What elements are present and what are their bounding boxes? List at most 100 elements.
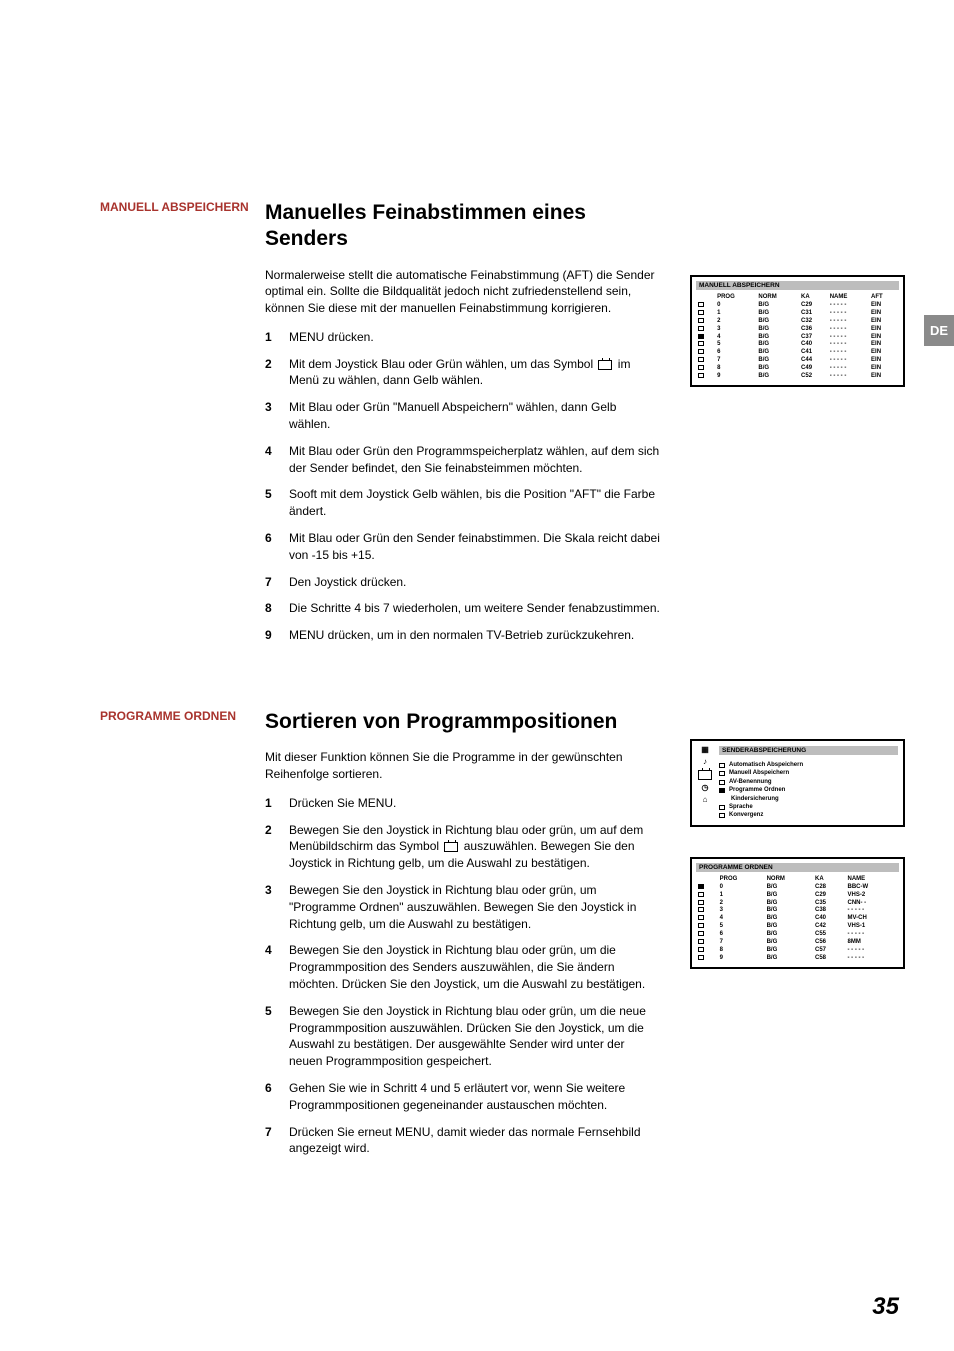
section-programme-ordnen: PROGRAMME ORDNEN Sortieren von Programmp… [100,709,904,1167]
osd-row: 7B/GC44- - - - -EIN [696,357,899,365]
osd-cell [696,326,715,334]
osd-cell [696,939,718,947]
osd-cell: 3 [715,326,756,334]
row-indicator-icon [698,955,704,960]
section-manuell-abspeichern: MANUELL ABSPEICHERN Manuelles Feinabstim… [100,200,904,654]
step-item: 2Bewegen Sie den Joystick in Richtung bl… [265,822,660,872]
osd-cell: EIN [869,310,899,318]
osd-cell: B/G [765,915,813,923]
osd-row: 2B/GC35CNN- - [696,900,899,908]
osd-cell: EIN [869,341,899,349]
osd-cell: EIN [869,373,899,381]
row-indicator-icon [698,931,704,936]
row-indicator-icon [698,900,704,905]
step-item: 6Mit Blau oder Grün den Sender feinabsti… [265,530,660,564]
step-text: Bewegen Sie den Joystick in Richtung bla… [289,822,660,872]
step-number: 8 [265,600,289,617]
osd-header: PROG [718,876,765,884]
row-indicator-icon [698,341,704,346]
page-number: 35 [872,1293,899,1321]
step-text: Die Schritte 4 bis 7 wiederholen, um wei… [289,600,660,617]
osd-cell: C57 [813,947,846,955]
osd-header: NORM [765,876,813,884]
step-number: 4 [265,443,289,477]
menu-item-label: AV-Benennung [729,778,772,786]
osd-cell: B/G [756,310,799,318]
osd-cell: EIN [869,302,899,310]
step-number: 3 [265,399,289,433]
osd-cell: 8 [715,365,756,373]
osd-cell: VHS-2 [846,892,900,900]
osd-cell [696,955,718,963]
steps-ordnen: 1Drücken Sie MENU.2Bewegen Sie den Joyst… [265,795,660,1157]
osd-header [696,294,715,302]
osd-cell: C49 [799,365,828,373]
osd-cell: - - - - - [828,318,869,326]
osd-cell: - - - - - [828,349,869,357]
osd-cell: B/G [765,923,813,931]
row-indicator-icon [698,302,704,307]
osd-cell: EIN [869,326,899,334]
step-text: Gehen Sie wie in Schritt 4 und 5 erläute… [289,1080,660,1114]
osd-cell: B/G [765,884,813,892]
osd-cell: EIN [869,357,899,365]
step-text: Bewegen Sie den Joystick in Richtung bla… [289,1003,660,1070]
osd-cell: 8MM [846,939,900,947]
osd-cell: C35 [813,900,846,908]
step-text: Mit Blau oder Grün "Manuell Abspeichern"… [289,399,660,433]
osd-cell [696,334,715,342]
osd-cell: B/G [756,341,799,349]
osd-cell: B/G [765,892,813,900]
osd-header: PROG [715,294,756,302]
step-number: 5 [265,1003,289,1070]
osd-cell: B/G [765,907,813,915]
osd-row: 0B/GC29- - - - -EIN [696,302,899,310]
osd-cell: EIN [869,318,899,326]
step-text: Drücken Sie MENU. [289,795,660,812]
osd-row: 6B/GC55- - - - - [696,931,899,939]
step-number: 3 [265,882,289,932]
osd-cell: B/G [756,334,799,342]
osd-cell: VHS-1 [846,923,900,931]
osd-row: 5B/GC42VHS-1 [696,923,899,931]
osd-cell: 2 [715,318,756,326]
osd-cell: CNN- - [846,900,900,908]
menu-side-icons: ▦ ♪ ◷ ⌂ [697,746,713,820]
setup-icon: ⌂ [703,796,708,804]
step-text: Sooft mit dem Joystick Gelb wählen, bis … [289,486,660,520]
osd-cell: C31 [799,310,828,318]
osd-row: 9B/GC58- - - - - [696,955,899,963]
osd-cell: - - - - - [828,341,869,349]
menu-item-indicator-icon [719,813,725,818]
osd-cell: C28 [813,884,846,892]
osd-cell: 1 [718,892,765,900]
osd-cell: 0 [718,884,765,892]
osd-row: 2B/GC32- - - - -EIN [696,318,899,326]
osd-cell: - - - - - [828,373,869,381]
osd-row: 4B/GC40MV-CH [696,915,899,923]
menu-item-indicator-icon [719,763,725,768]
step-text: Den Joystick drücken. [289,574,660,591]
osd-cell: - - - - - [828,357,869,365]
osd-title-ordnen: PROGRAMME ORDNEN [696,863,899,872]
heading-manuell: Manuelles Feinabstimmen eines Senders [265,200,660,253]
row-indicator-icon [698,310,704,315]
osd-cell: - - - - - [828,310,869,318]
osd-header [696,876,718,884]
osd-cell: 9 [718,955,765,963]
step-item: 3Bewegen Sie den Joystick in Richtung bl… [265,882,660,932]
osd-row: 8B/GC49- - - - -EIN [696,365,899,373]
menu-item-label: Programme Ordnen [729,786,785,794]
step-number: 7 [265,1124,289,1158]
osd-cell [696,365,715,373]
step-number: 7 [265,574,289,591]
step-item: 4Mit Blau oder Grün den Programmspeicher… [265,443,660,477]
osd-cell: EIN [869,349,899,357]
osd-cell: C55 [813,931,846,939]
osd-cell: 4 [715,334,756,342]
menu-item-label: Konvergenz [729,811,763,819]
osd-cell: B/G [765,955,813,963]
osd-header: KA [799,294,828,302]
sound-icon: ♪ [703,758,707,766]
osd-cell: C56 [813,939,846,947]
